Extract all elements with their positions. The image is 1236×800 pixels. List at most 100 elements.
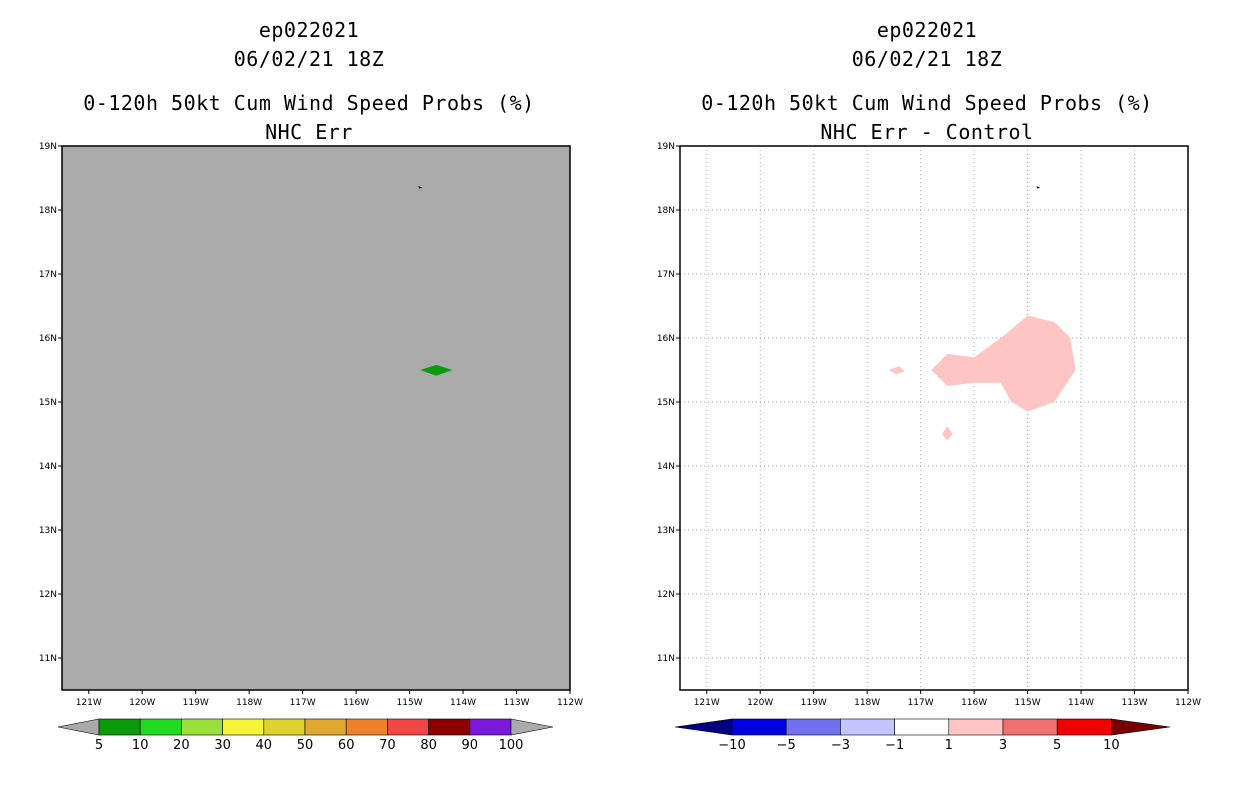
x-tick-label: 121W: [694, 698, 720, 708]
y-tick-label: 15N: [657, 398, 675, 408]
x-tick-label: 114W: [450, 698, 476, 708]
y-tick-label: 18N: [39, 206, 57, 216]
x-tick-label: 118W: [236, 698, 262, 708]
colorbar-label: 80: [420, 738, 437, 753]
x-tick-label: 116W: [343, 698, 369, 708]
colorbar-segment: [345, 718, 388, 736]
colorbar-segment: [840, 718, 895, 736]
x-tick-label: 117W: [290, 698, 316, 708]
y-tick-label: 11N: [657, 654, 675, 664]
right-chart-svg: 11N 12N 13N 14N 15N 16N 17N 18N 19N 121W 120W 119W 1…: [657, 142, 1201, 753]
colorbar-segment: [181, 718, 223, 736]
x-tick-label: 115W: [397, 698, 423, 708]
plot-background: [680, 146, 1188, 690]
colorbar-label: 20: [173, 738, 190, 753]
colorbar-segment: [304, 718, 347, 736]
y-tick-label: 14N: [657, 462, 675, 472]
colorbar-label: 3: [999, 738, 1007, 753]
colorbar-label: −1: [885, 738, 904, 753]
colorbar-right-arrow: [1111, 718, 1171, 736]
colorbar-label: 70: [379, 738, 396, 753]
x-tick-label: 112W: [557, 698, 583, 708]
chart-title: 0-120h 50kt Cum Wind Speed Probs (%): [701, 91, 1153, 115]
x-tick-label: 118W: [854, 698, 880, 708]
contour-region-diff-1-3-main: [931, 315, 1076, 412]
colorbar-label: −10: [718, 738, 745, 753]
colorbar-segment: [139, 718, 182, 736]
storm-position-marker: [418, 186, 423, 189]
y-tick-label: 17N: [39, 270, 57, 280]
y-tick-label: 16N: [657, 334, 675, 344]
x-tick-label: 113W: [1121, 698, 1147, 708]
y-tick-label: 13N: [39, 526, 57, 536]
colorbar-label: 50: [297, 738, 314, 753]
colorbar-segment: [387, 718, 429, 736]
colorbar-segment: [894, 718, 950, 736]
datetime: 06/02/21 18Z: [233, 47, 385, 71]
plot-frame: [679, 145, 1189, 691]
x-tick-label: 117W: [908, 698, 934, 708]
storm-position-marker: [1036, 186, 1041, 189]
y-tick-label: 13N: [657, 526, 675, 536]
colorbar-label: −5: [777, 738, 796, 753]
y-tick-label: 12N: [39, 590, 57, 600]
colorbar-label: 40: [256, 738, 273, 753]
colorbar-label: 10: [1103, 738, 1120, 753]
colorbar-segment: [1056, 718, 1112, 736]
y-tick-label: 18N: [657, 206, 675, 216]
colorbar-right-arrow: [510, 718, 554, 736]
datetime: 06/02/21 18Z: [851, 47, 1003, 71]
x-tick-label: 119W: [183, 698, 209, 708]
right-panel: ep022021 06/02/21 18Z 0-120h 50kt Cum Wi…: [618, 0, 1236, 800]
colorbar-left-arrow: [57, 718, 100, 736]
y-tick-label: 19N: [39, 142, 57, 152]
chart-title: 0-120h 50kt Cum Wind Speed Probs (%): [83, 91, 535, 115]
chart-subtitle: NHC Err - Control: [820, 120, 1034, 144]
colorbar-label: 90: [462, 738, 479, 753]
colorbar-label: 5: [1053, 738, 1061, 753]
colorbar-label: −3: [831, 738, 850, 753]
colorbar-label: 100: [499, 738, 524, 753]
storm-id: ep022021: [258, 18, 360, 42]
colorbar-segment: [263, 718, 306, 736]
colorbar-segment: [1002, 718, 1058, 736]
colorbar-left-arrow: [674, 718, 733, 736]
x-tick-label: 121W: [76, 698, 102, 708]
plot-background: [62, 146, 570, 690]
x-tick-label: 116W: [961, 698, 987, 708]
x-tick-label: 115W: [1015, 698, 1041, 708]
x-tick-label: 113W: [503, 698, 529, 708]
chart-subtitle: NHC Err: [265, 120, 353, 144]
x-tick-label: 120W: [129, 698, 155, 708]
y-tick-label: 17N: [657, 270, 675, 280]
colorbar-segment: [222, 718, 265, 736]
colorbar-label: 5: [95, 738, 103, 753]
colorbar-segment: [948, 718, 1004, 736]
left-chart-svg: 11N 12N 13N 14N 15N 16N 17N 18N 19N 121W 120W 119W 1…: [39, 142, 583, 753]
colorbar-segment: [428, 718, 471, 736]
colorbar-label: 1: [945, 738, 953, 753]
y-tick-label: 12N: [657, 590, 675, 600]
y-tick-label: 19N: [657, 142, 675, 152]
plot-frame: [61, 145, 571, 691]
contour-region-prob-5-10: [420, 364, 453, 376]
colorbar-segment: [731, 718, 787, 736]
storm-id: ep022021: [876, 18, 978, 42]
colorbar-segment: [98, 718, 141, 736]
colorbar-label: 30: [214, 738, 231, 753]
contour-region-diff-1-3-south: [942, 426, 953, 441]
colorbar-segment: [469, 718, 512, 736]
x-tick-label: 119W: [801, 698, 827, 708]
contour-region-diff-1-3-west: [888, 366, 905, 375]
left-panel: ep022021 06/02/21 18Z 0-120h 50kt Cum Wi…: [39, 18, 583, 753]
y-tick-label: 15N: [39, 398, 57, 408]
colorbar-label: 60: [338, 738, 355, 753]
x-tick-label: 112W: [1175, 698, 1201, 708]
colorbar-label: 10: [132, 738, 149, 753]
y-tick-label: 14N: [39, 462, 57, 472]
x-tick-label: 114W: [1068, 698, 1094, 708]
y-tick-label: 11N: [39, 654, 57, 664]
colorbar-segment: [785, 718, 841, 736]
y-tick-label: 16N: [39, 334, 57, 344]
x-tick-label: 120W: [747, 698, 773, 708]
